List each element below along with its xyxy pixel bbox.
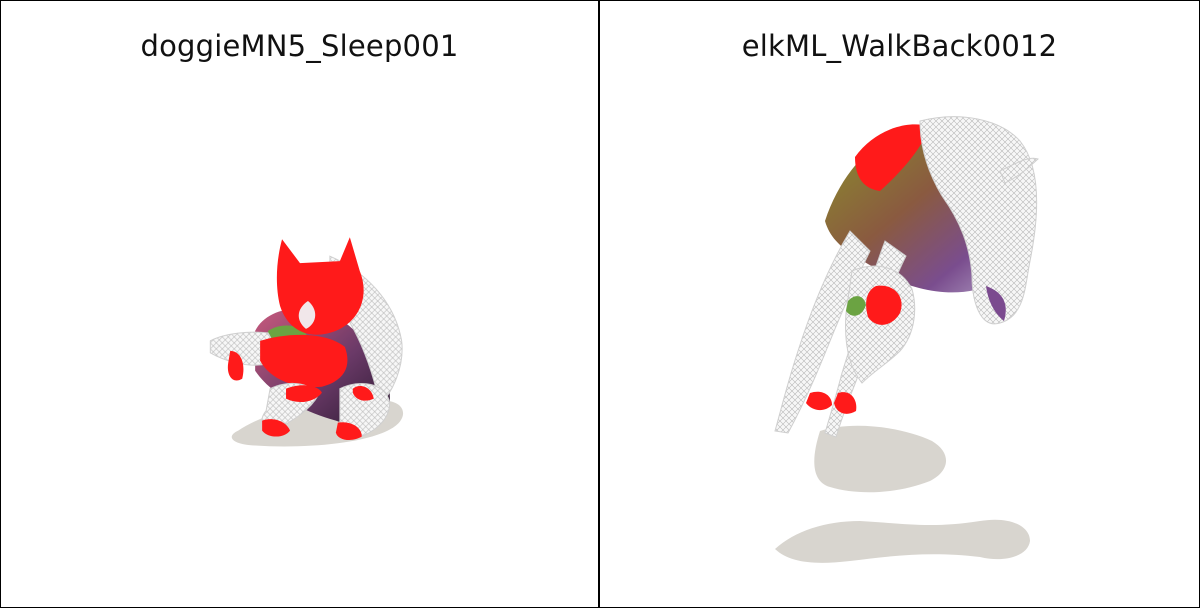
elk-front-leg-1 [774, 230, 871, 434]
panel-title-right: elkML_WalkBack0012 [741, 29, 1058, 63]
elk-shadow [775, 425, 1030, 563]
elk-render [774, 116, 1039, 563]
dog-render [209, 237, 404, 447]
panel-title-left: doggieMN5_Sleep001 [140, 29, 459, 63]
elk-red-leg-1 [806, 391, 832, 411]
elk-red-back [855, 124, 930, 191]
dog-red-shoulder [260, 334, 348, 387]
viewport-left[interactable]: doggieMN5_Sleep001 [1, 1, 600, 607]
elk-ear [999, 157, 1039, 184]
dog-head [276, 237, 364, 335]
viewport-right[interactable]: elkML_WalkBack0012 [600, 1, 1199, 607]
